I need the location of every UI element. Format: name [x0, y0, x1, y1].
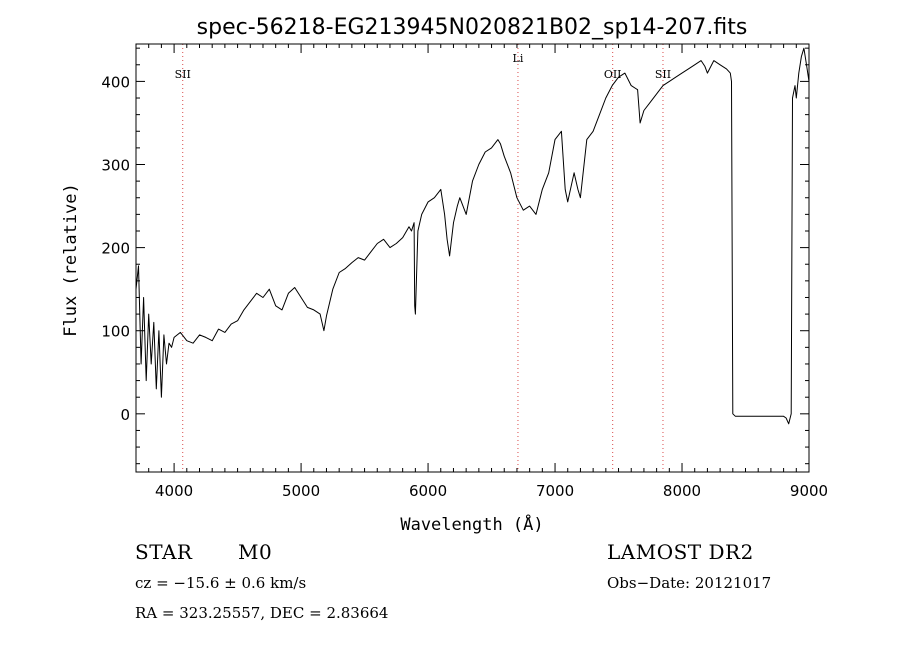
chart-title: spec-56218-EG213945N020821B02_sp14-207.f… [197, 15, 748, 40]
object-class: STAR [135, 540, 193, 564]
y-tick-label: 300 [101, 157, 130, 175]
spectrum-line [135, 47, 810, 425]
reference-lines: SII Li OII SII [175, 44, 671, 472]
reference-line-label: OII [604, 68, 622, 81]
x-tick-label: 8000 [663, 482, 701, 500]
y-tick-label: 100 [101, 323, 130, 341]
x-tick-label: 5000 [282, 482, 320, 500]
survey-name: LAMOST DR2 [607, 540, 754, 564]
reference-line-label: Li [513, 52, 524, 65]
object-subclass: M0 [238, 540, 273, 564]
x-axis: 4000 5000 6000 7000 8000 9000 [135, 44, 828, 500]
y-tick-label: 0 [120, 406, 130, 424]
reference-line-label: SII [655, 68, 671, 81]
plot-frame [135, 43, 810, 473]
y-tick-label: 200 [101, 240, 130, 258]
y-axis: 0 100 200 300 400 [101, 47, 809, 465]
x-tick-label: 6000 [409, 482, 447, 500]
coordinates: RA = 323.25557, DEC = 2.83664 [135, 604, 389, 622]
x-axis-label: Wavelength (Å) [400, 513, 543, 535]
y-tick-label: 400 [101, 73, 130, 91]
series-group [135, 47, 810, 425]
x-tick-label: 4000 [155, 482, 193, 500]
y-axis-label: Flux (relative) [61, 183, 81, 337]
x-tick-label: 9000 [790, 482, 828, 500]
x-tick-label: 7000 [536, 482, 574, 500]
observation-date: Obs−Date: 20121017 [607, 574, 772, 592]
reference-line-label: SII [175, 68, 191, 81]
redshift-velocity: cz = −15.6 ± 0.6 km/s [135, 574, 307, 592]
